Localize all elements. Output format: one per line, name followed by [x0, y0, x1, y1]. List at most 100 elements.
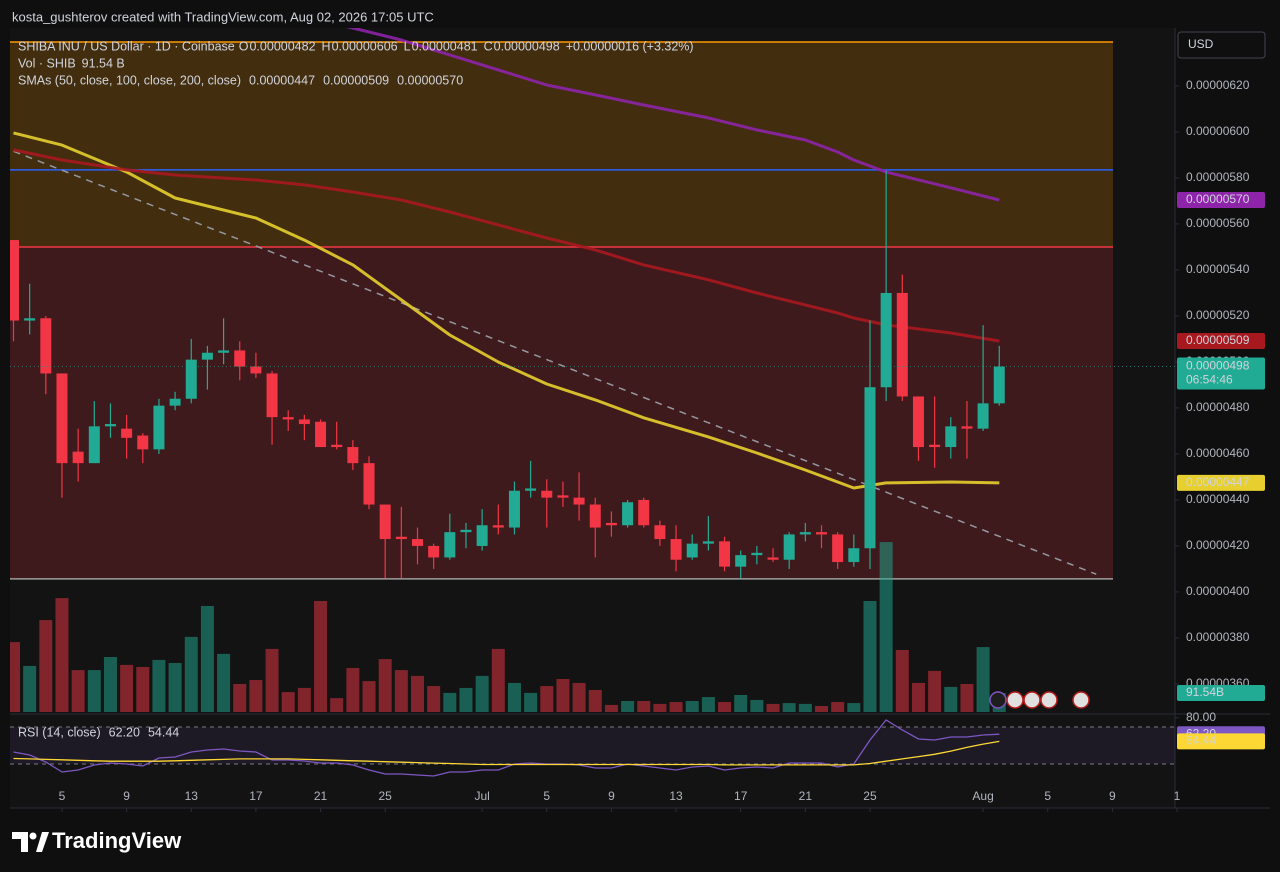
x-tick-label: 5 — [543, 789, 550, 803]
candle-body — [912, 396, 924, 448]
volume-bar — [297, 687, 311, 712]
y-tick-label: 0.00000520 — [1186, 308, 1250, 322]
y-tick-label: 0.00000460 — [1186, 446, 1250, 460]
volume-bar — [411, 675, 424, 712]
zone — [10, 42, 1113, 247]
volume-bar — [23, 665, 37, 712]
candle-body — [735, 555, 747, 567]
ohlc-value: 0.00000606 — [332, 39, 398, 53]
badges: USD 0.00000447 0.00000509 0.00000570 0.00000… — [1177, 31, 1266, 750]
volume-bar — [879, 542, 893, 712]
event-icons — [989, 691, 1090, 709]
candle-body — [315, 421, 327, 448]
volume-bar — [507, 682, 521, 712]
x-tick-label: 9 — [1109, 789, 1116, 803]
candle-body — [153, 405, 165, 450]
last-price-text: 0.00000498 — [1186, 359, 1250, 373]
volume-bar — [346, 668, 360, 712]
x-tick-label: 5 — [59, 789, 66, 803]
sma-legend: SMAs (50, close, 100, close, 200, close) — [18, 73, 241, 87]
badge-text: 0.00000447 — [1186, 475, 1250, 489]
volume-bar — [87, 670, 101, 712]
ohlc-label: C — [484, 39, 493, 53]
volume-bar — [556, 679, 570, 712]
volume-bar — [233, 683, 247, 712]
volume-bar — [637, 701, 651, 712]
candle-body — [218, 350, 230, 353]
volume-bar — [394, 670, 408, 712]
ohlc-label: L — [404, 39, 411, 53]
sma-line — [13, 131, 1000, 490]
candle-body — [121, 428, 133, 438]
volume-bar — [491, 648, 505, 712]
y-tick-label: 0.00000600 — [1186, 124, 1250, 138]
price-badge — [1177, 474, 1265, 491]
y-tick-label: 0.00000540 — [1186, 262, 1250, 276]
candle-body — [670, 539, 682, 560]
volume-bar — [798, 703, 812, 712]
x-tick-label: Jul — [474, 789, 489, 803]
main-pane — [10, 28, 1175, 712]
candle-body — [492, 525, 504, 528]
volume-bar — [120, 664, 134, 712]
volume-bar — [136, 666, 150, 712]
badge-text: 91.54B — [1186, 685, 1224, 699]
candle-body — [88, 426, 100, 464]
rsi-legend: RSI (14, close) — [18, 725, 101, 739]
x-tick-label: 25 — [379, 789, 393, 803]
y-tick-label: 0.00000440 — [1186, 492, 1250, 506]
x-tick-label: 13 — [669, 789, 683, 803]
footer-logo — [12, 832, 49, 852]
volume-value: 91.54 B — [82, 56, 125, 70]
volume-bar — [911, 682, 925, 712]
rsi-line — [13, 740, 1000, 766]
legend: SHIBA INU / US Dollar · 1D · Coinbase O 0.… — [18, 39, 694, 739]
candle-body — [185, 359, 197, 399]
x-tick-label: 17 — [249, 789, 263, 803]
y-tick-label: 0.00000400 — [1186, 584, 1250, 598]
x-tick-label: 25 — [863, 789, 877, 803]
rsi-line — [13, 719, 1000, 777]
candle-body — [622, 502, 634, 526]
sma-value: 0.00000509 — [323, 73, 389, 87]
volume-bar — [249, 680, 263, 712]
volume-bar — [701, 697, 715, 712]
candle-body — [816, 532, 827, 535]
volume-bar — [475, 675, 489, 712]
candle-body — [896, 292, 908, 397]
volume-bar — [10, 642, 20, 712]
volume-bar — [960, 683, 974, 712]
rsi-value: 62.20 — [109, 725, 140, 739]
candle-body — [24, 318, 36, 321]
volume-bar — [669, 702, 683, 712]
candle-body — [137, 435, 149, 450]
currency-label: USD — [1188, 37, 1214, 51]
x-tick-label: Aug — [972, 789, 993, 803]
volume-bar — [55, 598, 69, 712]
candle-body — [848, 548, 860, 563]
candle-body — [702, 541, 714, 544]
candle-body — [72, 451, 84, 464]
candle-body — [799, 532, 811, 535]
price-badge — [1177, 192, 1265, 209]
volume-bar — [314, 600, 328, 712]
candle-body — [412, 539, 423, 546]
volume-bar — [281, 692, 295, 712]
candle-body — [298, 419, 310, 425]
sma-line — [346, 28, 1000, 202]
volume-bar — [152, 659, 166, 712]
change-value: +0.00000016 (+3.32%) — [566, 39, 694, 53]
volume-bar — [184, 636, 198, 712]
candle-body — [654, 525, 666, 540]
candle-body — [104, 424, 116, 427]
volume-bar — [362, 681, 376, 712]
candle-body — [266, 373, 278, 418]
volume-bar — [847, 703, 861, 712]
candle-body — [686, 543, 698, 558]
badge-text: 0.00000570 — [1186, 192, 1250, 206]
x-tick-label: 9 — [123, 789, 130, 803]
volume-bar — [621, 701, 635, 712]
candle-body — [977, 403, 989, 429]
candle-body — [832, 534, 844, 563]
volume-bar — [265, 648, 279, 712]
